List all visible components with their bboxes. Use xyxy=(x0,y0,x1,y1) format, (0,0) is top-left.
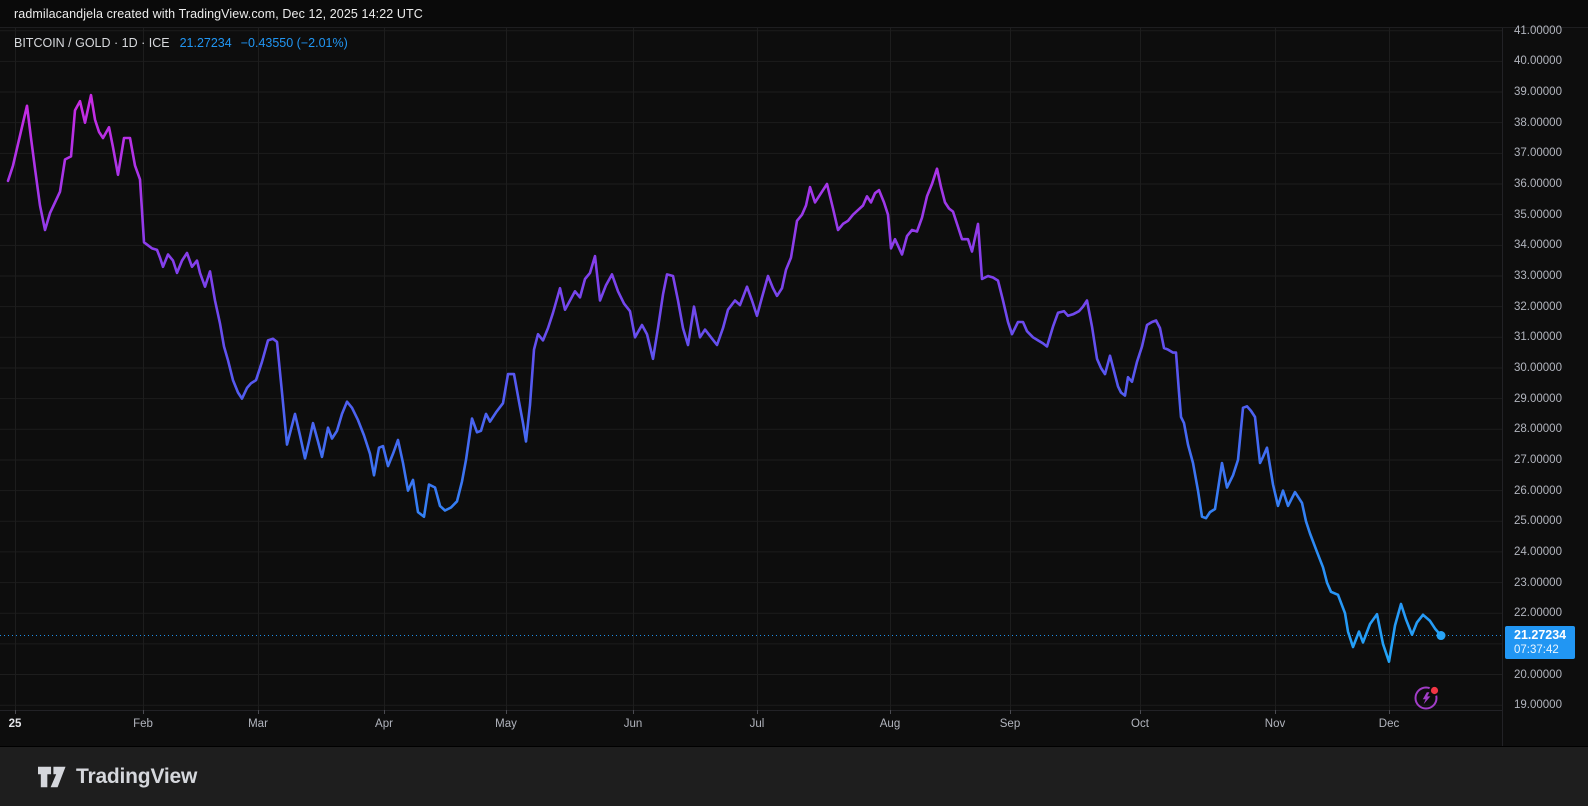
y-axis-label: 26.00000 xyxy=(1514,484,1562,497)
y-axis-label: 40.00000 xyxy=(1514,55,1562,68)
y-axis-label: 39.00000 xyxy=(1514,86,1562,99)
x-axis-label: May xyxy=(495,718,517,730)
lightning-patterns-button[interactable] xyxy=(1412,683,1442,713)
notification-dot xyxy=(1430,686,1439,695)
y-axis-label: 23.00000 xyxy=(1514,576,1562,589)
x-axis-label: Mar xyxy=(248,718,268,730)
x-axis-label: 25 xyxy=(8,718,22,730)
attribution-text: radmilacandjela created with TradingView… xyxy=(14,6,423,21)
price-line-series xyxy=(6,93,1443,664)
lightning-icon xyxy=(1414,685,1440,710)
footer-bar: TradingView xyxy=(0,746,1588,806)
x-axis-tick xyxy=(258,710,259,714)
price-scale[interactable]: 21.27234 07:37:42 41.00000 40.00000 39.000… xyxy=(1502,25,1588,746)
x-axis-label: Nov xyxy=(1264,718,1286,730)
x-axis-label: Feb xyxy=(133,718,153,730)
y-axis-label: 30.00000 xyxy=(1514,361,1562,374)
symbol-legend: BITCOIN / GOLD · 1D · ICE 21.27234 −0.43… xyxy=(14,34,348,52)
bolt-glyph xyxy=(1422,692,1431,705)
last-price-dot xyxy=(1436,631,1446,641)
x-axis-tick xyxy=(143,710,144,714)
y-axis-label: 36.00000 xyxy=(1514,178,1562,190)
x-axis-tick xyxy=(506,710,507,714)
chart-area: BITCOIN / GOLD · 1D · ICE 21.27234 −0.43… xyxy=(0,25,1588,746)
x-axis-label: Aug xyxy=(879,718,901,730)
x-axis-tick xyxy=(1140,710,1141,714)
x-axis-tick xyxy=(1275,710,1276,714)
legend-change: −0.43550 (−2.01%) xyxy=(240,36,348,50)
y-axis-label: 38.00000 xyxy=(1514,116,1562,129)
x-axis-tick xyxy=(15,710,16,714)
y-axis-label: 33.00000 xyxy=(1514,269,1562,282)
x-axis-label: Dec xyxy=(1378,718,1400,730)
y-axis-label: 27.00000 xyxy=(1514,453,1562,466)
last-price-label: 21.27234 07:37:42 xyxy=(1505,626,1575,660)
y-axis-label: 31.00000 xyxy=(1514,331,1562,344)
y-axis-label: 41.00000 xyxy=(1514,24,1562,37)
x-axis-tick xyxy=(757,710,758,714)
chart-canvas[interactable] xyxy=(0,28,1502,746)
y-axis-label: 29.00000 xyxy=(1514,392,1562,405)
brand-name: TradingView xyxy=(76,764,198,788)
x-axis-label: Jul xyxy=(749,718,765,730)
y-axis-label: 24.00000 xyxy=(1514,545,1562,558)
x-axis-label: Sep xyxy=(999,718,1021,730)
y-axis-label: 35.00000 xyxy=(1514,208,1562,221)
x-axis-tick xyxy=(890,710,891,714)
y-axis-label: 28.00000 xyxy=(1514,423,1562,436)
x-axis-label: Jun xyxy=(623,718,643,730)
x-axis-label: Apr xyxy=(375,718,393,730)
x-axis-tick xyxy=(1010,710,1011,714)
y-axis-label: 32.00000 xyxy=(1514,300,1562,313)
price-chart-plot[interactable]: BITCOIN / GOLD · 1D · ICE 21.27234 −0.43… xyxy=(0,28,1502,746)
x-axis-tick xyxy=(1389,710,1390,714)
bar-countdown: 07:37:42 xyxy=(1514,644,1559,657)
y-axis-label: 34.00000 xyxy=(1514,239,1562,252)
symbol-title[interactable]: BITCOIN / GOLD · 1D · ICE xyxy=(14,36,170,50)
y-axis-label: 20.00000 xyxy=(1514,668,1562,681)
y-axis-label: 22.00000 xyxy=(1514,607,1562,620)
y-axis-label: 25.00000 xyxy=(1514,515,1562,528)
attribution-bar: radmilacandjela created with TradingView… xyxy=(0,0,1588,28)
tradingview-logo-icon xyxy=(38,766,66,787)
time-axis[interactable]: 25 Feb Mar Apr May Jun Jul Aug Sep Oct Nov Dec xyxy=(0,710,1502,746)
tradingview-brand[interactable]: TradingView xyxy=(38,765,197,789)
legend-last-price: 21.27234 xyxy=(179,36,232,50)
x-axis-tick xyxy=(384,710,385,714)
y-axis-label: 37.00000 xyxy=(1514,147,1562,160)
x-axis-label: Oct xyxy=(1131,718,1149,730)
y-axis-label: 19.00000 xyxy=(1514,699,1562,712)
last-price-value: 21.27234 xyxy=(1514,628,1567,643)
x-axis-tick xyxy=(633,710,634,714)
